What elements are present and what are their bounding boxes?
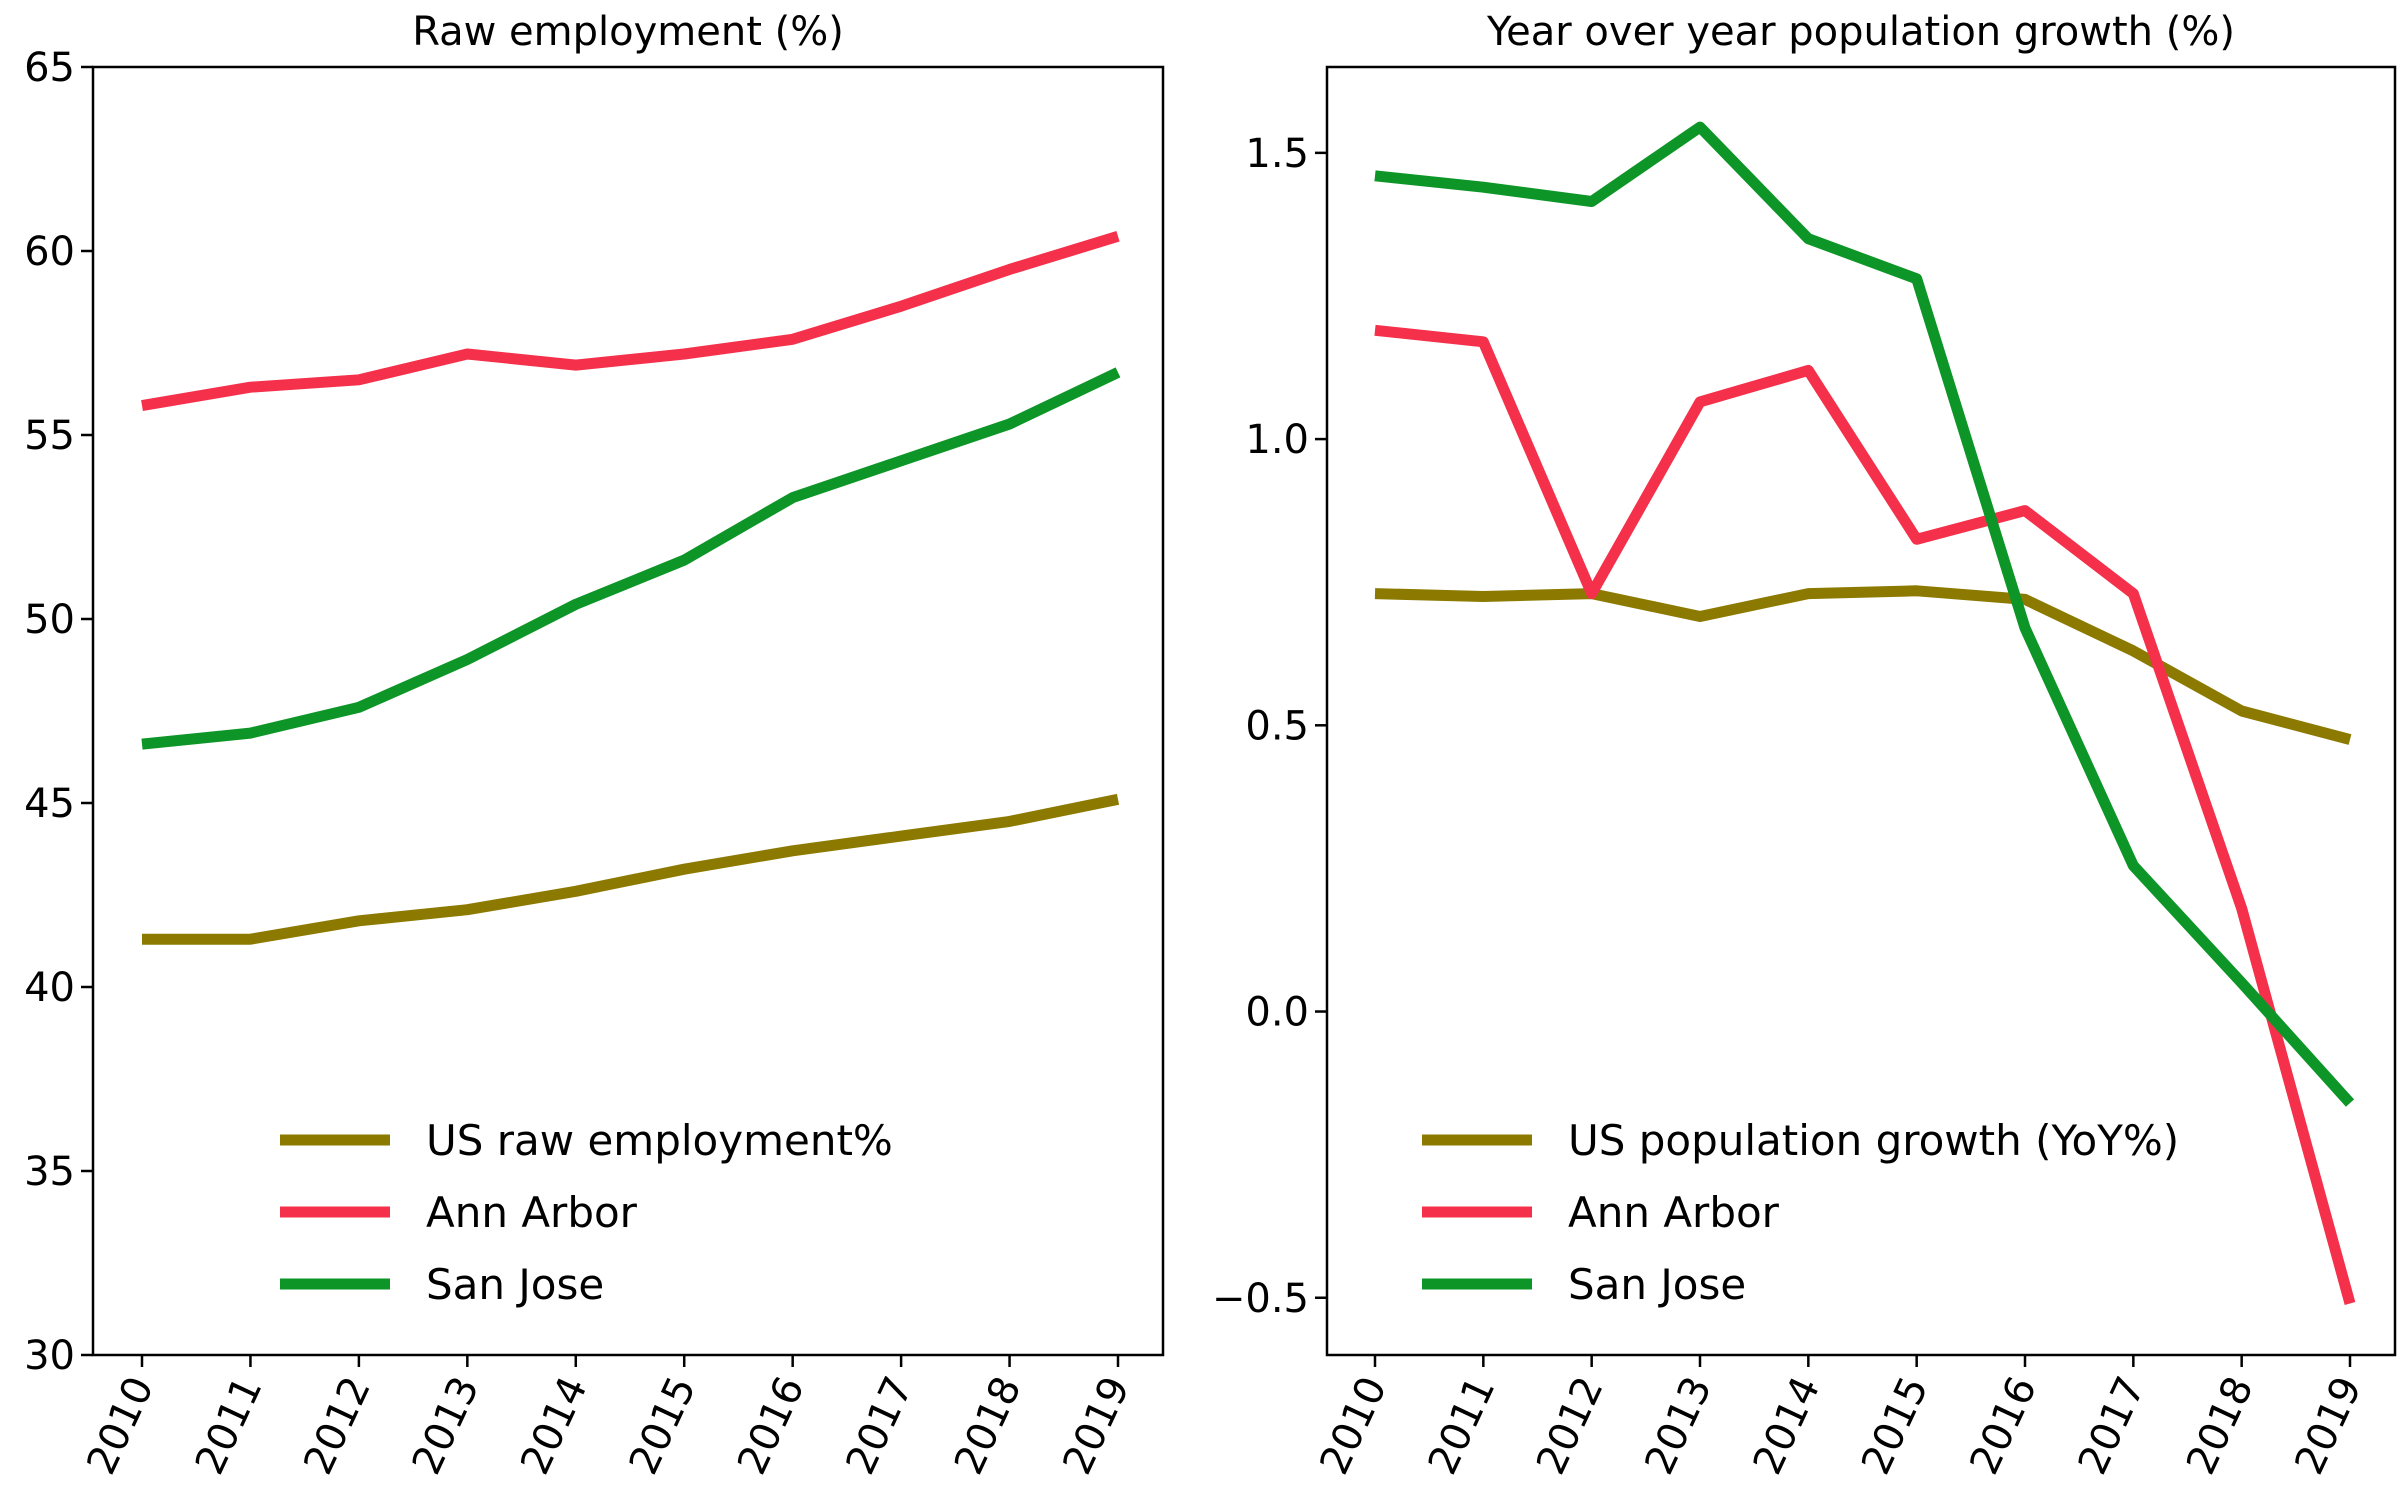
y-tick-label: 45 (24, 781, 75, 827)
legend-label: San Jose (1568, 1260, 1746, 1309)
series-line-1 (141, 231, 1120, 412)
x-tick-label: 2015 (621, 1370, 706, 1482)
x-tick-label: 2010 (1311, 1370, 1396, 1482)
y-tick-label: 0.5 (1245, 703, 1309, 749)
legend-label: Ann Arbor (426, 1188, 638, 1237)
series-line-2 (1374, 121, 2355, 1107)
x-tick-label: 2019 (2286, 1370, 2371, 1482)
y-tick-label: 65 (24, 45, 75, 91)
y-tick-label: 55 (24, 413, 75, 459)
axes-frame (91, 65, 1165, 1357)
series-line-2 (141, 367, 1121, 750)
x-tick-label: 2012 (1528, 1370, 1613, 1482)
chart-panel-1: Year over year population growth (%) −0.5… (1212, 9, 2397, 1482)
x-tick-label: 2016 (1961, 1370, 2046, 1482)
y-tick-label: 60 (24, 229, 75, 275)
y-tick-label: 40 (24, 965, 75, 1011)
x-tick-label: 2017 (837, 1370, 922, 1482)
x-tick-label: 2019 (1054, 1370, 1139, 1482)
series-line-1 (1374, 324, 2356, 1305)
x-tick-label: 2013 (1636, 1370, 1721, 1482)
legend: US population growth (YoY%) Ann Arbor San … (1422, 1116, 2179, 1309)
x-tick-label: 2014 (512, 1370, 597, 1482)
series-line-0 (142, 793, 1120, 945)
y-tick-label: 1.5 (1245, 131, 1309, 177)
axes-frame (1325, 65, 2397, 1357)
chart-title: Year over year population growth (%) (1486, 9, 2235, 55)
series-line-0 (1374, 585, 2352, 745)
x-tick-label: 2011 (1420, 1370, 1505, 1482)
legend-label: San Jose (426, 1260, 604, 1309)
chart-title: Raw employment (%) (412, 9, 844, 55)
x-tick-label: 2018 (2178, 1370, 2263, 1482)
x-tick-label: 2011 (187, 1370, 272, 1482)
x-tick-label: 2018 (946, 1370, 1031, 1482)
legend-label: Ann Arbor (1568, 1188, 1780, 1237)
x-tick-label: 2015 (1853, 1370, 1938, 1482)
legend-label: US population growth (YoY%) (1568, 1116, 2179, 1165)
chart-panel-0: Raw employment (%) 30 35 40 45 50 55 60 65 2010 20… (24, 9, 1165, 1482)
y-tick-label: 50 (24, 597, 75, 643)
x-tick-label: 2010 (78, 1370, 163, 1482)
y-tick-label: 0.0 (1245, 990, 1309, 1036)
x-tick-label: 2012 (295, 1370, 380, 1482)
x-tick-label: 2017 (2070, 1370, 2155, 1482)
y-tick-label: 1.0 (1245, 417, 1309, 463)
y-tick-label: −0.5 (1212, 1276, 1309, 1322)
legend: US raw employment% Ann Arbor San Jose (280, 1116, 893, 1309)
y-tick-label: 35 (24, 1149, 75, 1195)
y-tick-label: 30 (24, 1333, 75, 1379)
x-tick-label: 2013 (404, 1370, 489, 1482)
x-tick-label: 2016 (729, 1370, 814, 1482)
x-tick-label: 2014 (1745, 1370, 1830, 1482)
legend-label: US raw employment% (426, 1116, 893, 1165)
